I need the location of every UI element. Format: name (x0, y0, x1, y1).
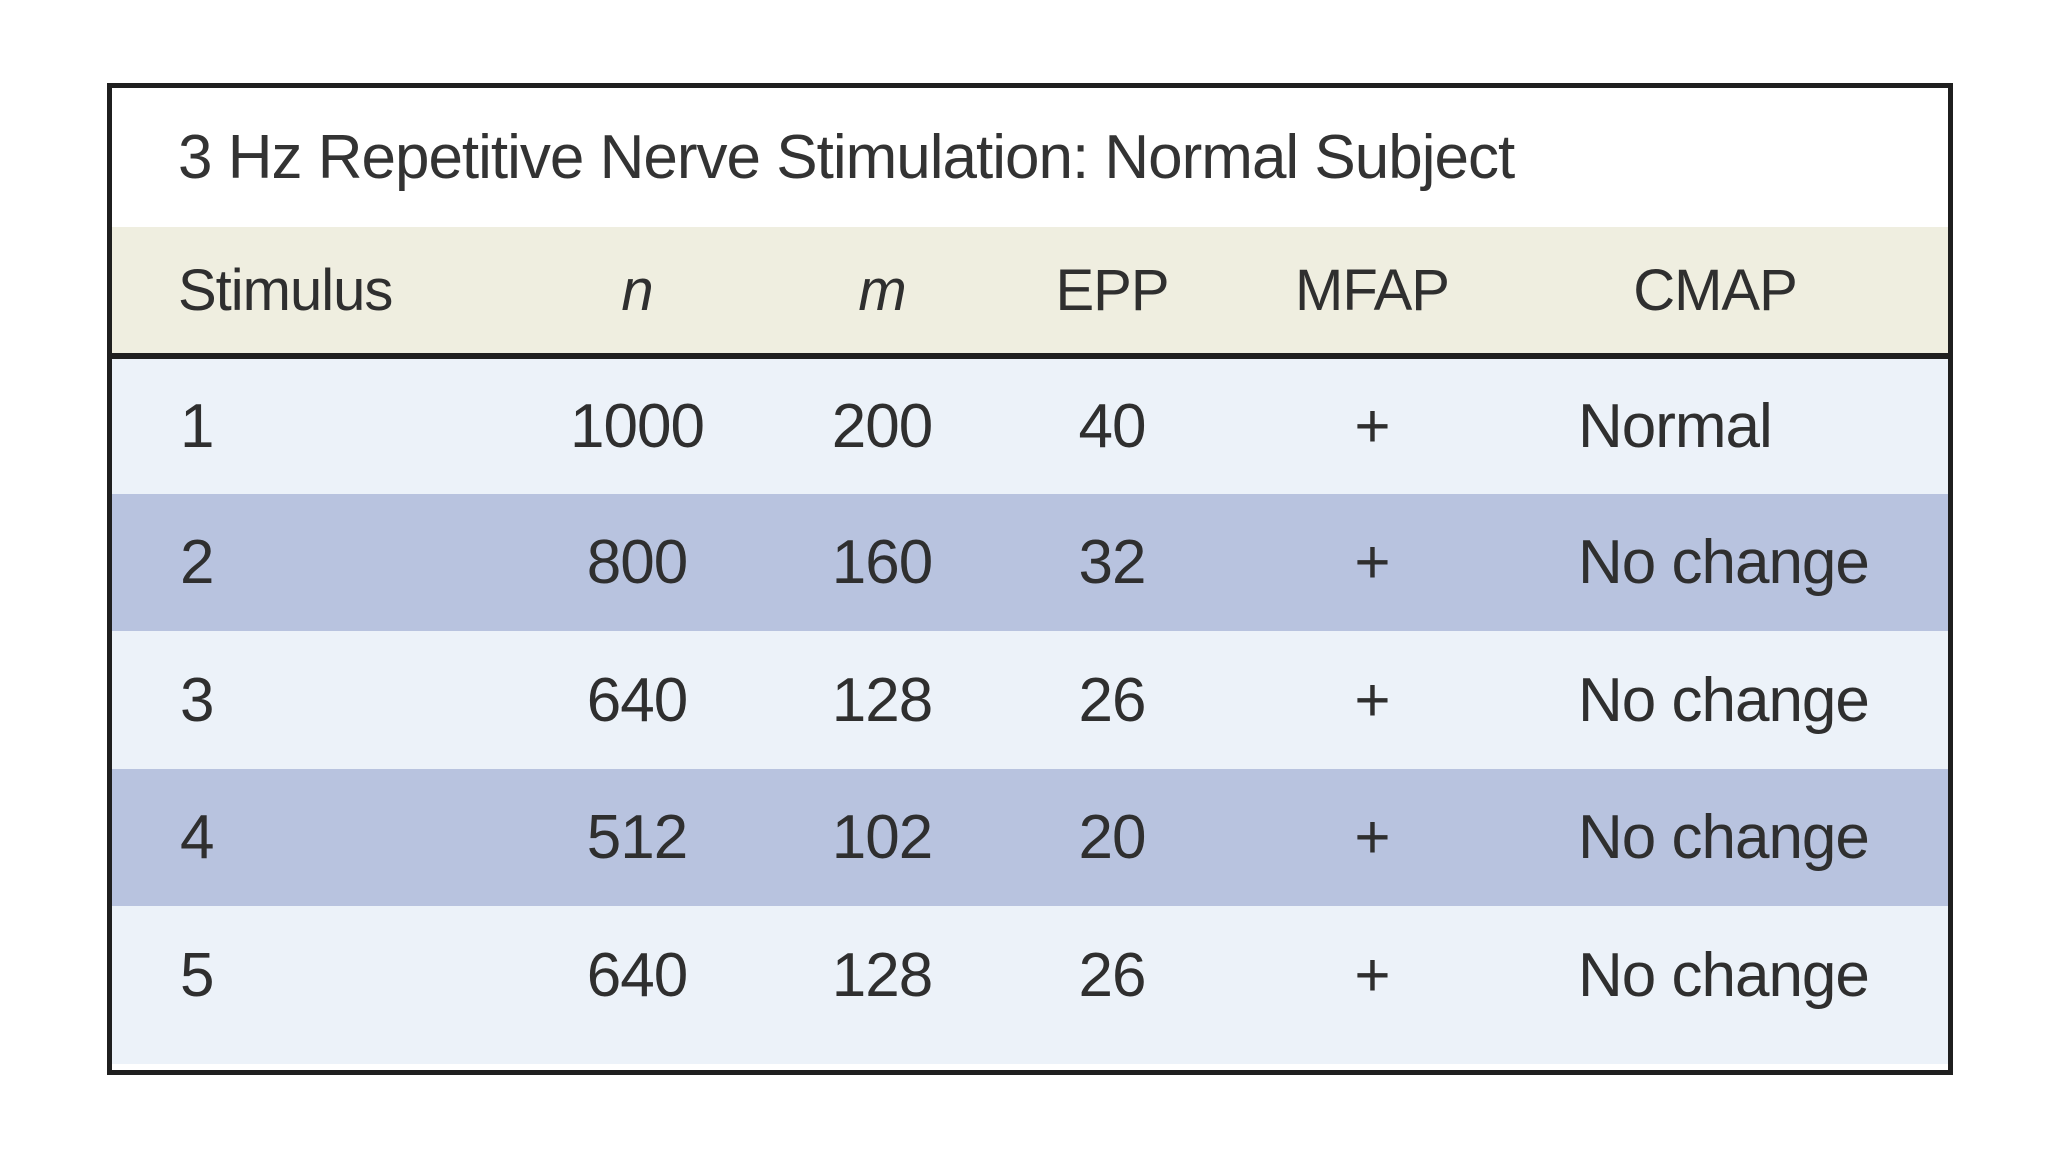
column-header-n: n (472, 227, 802, 359)
cell-cmap: No change (1578, 803, 1870, 872)
cell-n: 640 (586, 940, 688, 1010)
cell-mfap: + (1354, 803, 1390, 872)
column-header-mfap: MFAP (1262, 227, 1482, 359)
cell-epp: 40 (1078, 392, 1147, 461)
column-header-cmap: CMAP (1482, 227, 1948, 359)
cell-cmap: No change (1578, 940, 1870, 1010)
column-header-epp: EPP (962, 227, 1262, 359)
cell-stimulus: 4 (180, 803, 214, 872)
cell-epp: 26 (1078, 665, 1147, 735)
table-row-4: 4 512 102 20 + No change (112, 769, 1948, 906)
cell-m: 128 (831, 940, 933, 1010)
cell-stimulus: 3 (180, 665, 214, 735)
table-row-2: 2 800 160 32 + No change (112, 494, 1948, 631)
table-row-1: 1 1000 200 40 + Normal (112, 356, 1948, 494)
table-row-3: 3 640 128 26 + No change (112, 631, 1948, 769)
cell-stimulus: 1 (180, 392, 214, 461)
cell-mfap: + (1354, 528, 1390, 597)
cell-n: 800 (586, 528, 688, 597)
column-header-m: m (802, 227, 962, 359)
cell-n: 1000 (570, 392, 705, 461)
cell-m: 200 (831, 392, 933, 461)
header-row: Stimulus n m EPP MFAP CMAP (112, 227, 1948, 359)
cell-stimulus: 5 (180, 940, 214, 1010)
cell-cmap: Normal (1578, 392, 1773, 461)
rns-table-panel: 3 Hz Repetitive Nerve Stimulation: Norma… (107, 83, 1953, 1075)
cell-epp: 32 (1078, 528, 1147, 597)
cell-mfap: + (1354, 665, 1390, 735)
cell-mfap: + (1354, 392, 1390, 461)
table-title: 3 Hz Repetitive Nerve Stimulation: Norma… (112, 88, 1948, 227)
cell-mfap: + (1354, 940, 1390, 1010)
cell-n: 640 (586, 665, 688, 735)
cell-cmap: No change (1578, 528, 1870, 597)
cell-cmap: No change (1578, 665, 1870, 735)
cell-m: 128 (831, 665, 933, 735)
cell-epp: 20 (1078, 803, 1147, 872)
cell-epp: 26 (1078, 940, 1147, 1010)
cell-m: 160 (831, 528, 933, 597)
cell-stimulus: 2 (180, 528, 214, 597)
cell-n: 512 (586, 803, 688, 872)
rns-data-table: Stimulus n m EPP MFAP CMAP 1 1000 200 40… (112, 227, 1948, 1064)
column-header-stimulus: Stimulus (112, 227, 472, 359)
cell-m: 102 (831, 803, 933, 872)
table-row-5: 5 640 128 26 + No change (112, 906, 1948, 1064)
